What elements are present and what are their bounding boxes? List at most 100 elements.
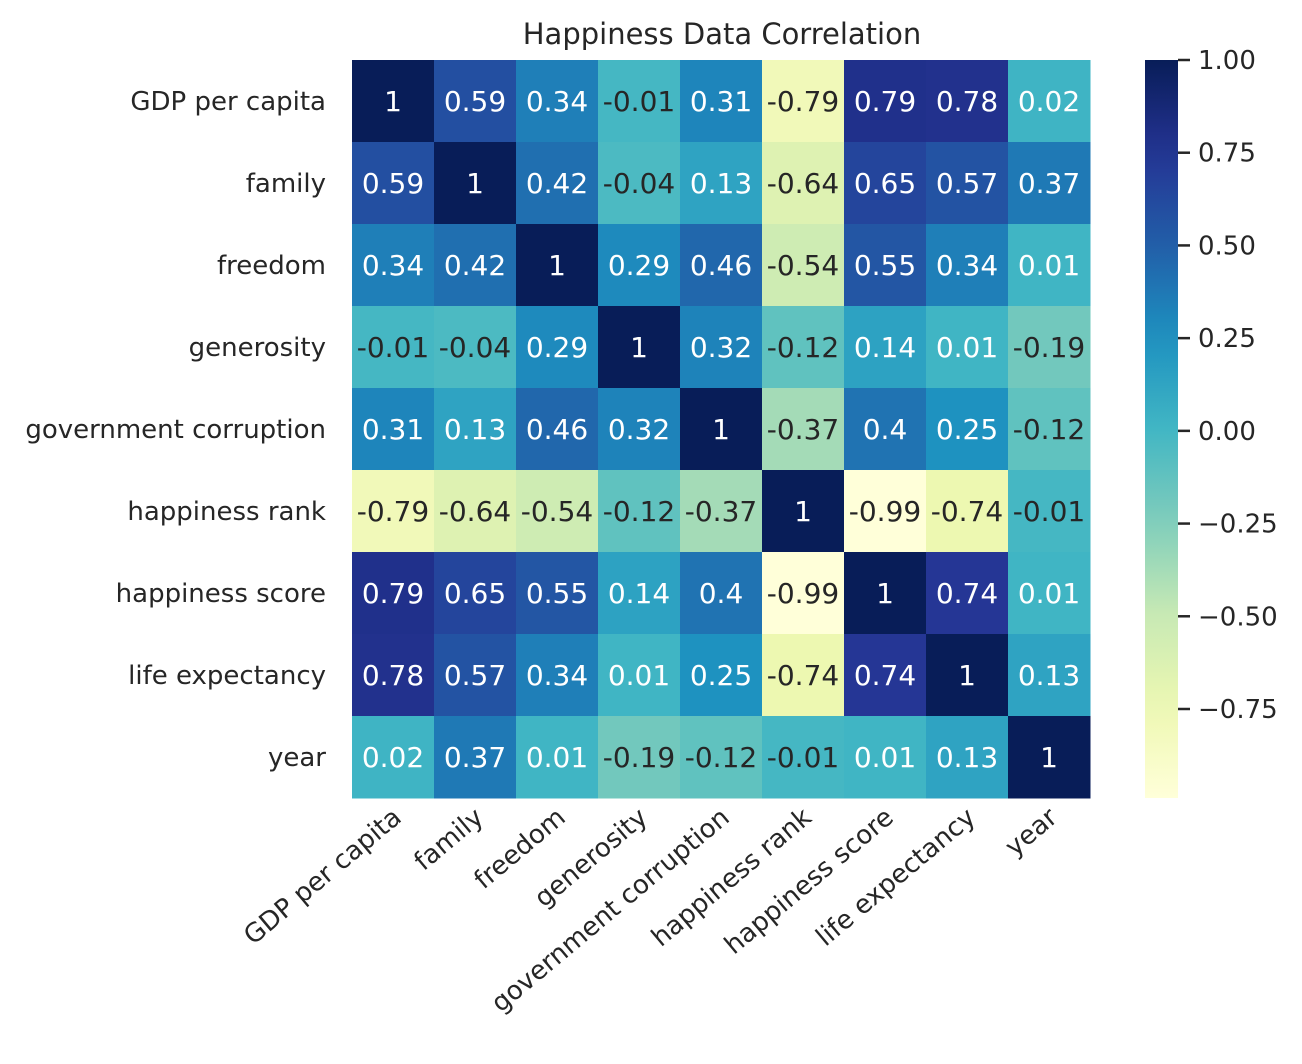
cell-value-label: 0.29	[526, 331, 588, 364]
cell-value-label: 1	[384, 85, 402, 118]
heatmap-cell	[352, 306, 435, 389]
cell-value-label: 0.13	[690, 167, 752, 200]
row-labels: GDP per capita family freedom generosity gov…	[25, 87, 326, 773]
cell-value-label: -0.19	[1013, 331, 1085, 364]
cell-value-label: 0.02	[1018, 85, 1080, 118]
colorbar: 1.00 0.75 0.50 0.25 0.00 −0.25 −0.50 −0.75	[1145, 46, 1278, 798]
heatmap-cell	[516, 224, 599, 307]
cell-value-label: 0.4	[699, 577, 744, 610]
cell-value-label: 1	[466, 167, 484, 200]
heatmap-cell	[762, 470, 845, 553]
heatmap-cell	[680, 142, 763, 225]
cell-value-label: -0.37	[767, 413, 839, 446]
column-labels: GDP per capita familyfreedomgenerositygov…	[238, 802, 1063, 1018]
colorbar-tick-label: −0.50	[1198, 602, 1278, 632]
heatmap-cell	[680, 470, 763, 553]
cell-value-label: 1	[876, 577, 894, 610]
heatmap-cells: 1 0.59 0.34 -0.01 0.31 -0.79 0.79 0.78 0.02 0.59 1…	[352, 60, 1091, 799]
heatmap-cell	[434, 306, 517, 389]
column-tick-label: year	[1000, 802, 1064, 862]
heatmap-cell	[598, 716, 681, 799]
heatmap-cell	[352, 142, 435, 225]
heatmap-cell	[516, 470, 599, 553]
heatmap-cell	[926, 60, 1009, 143]
cell-value-label: 0.02	[362, 741, 424, 774]
cell-value-label: 0.32	[690, 331, 752, 364]
heatmap-cell	[434, 470, 517, 553]
heatmap-cell	[844, 60, 927, 143]
heatmap-cell	[1008, 142, 1091, 225]
heatmap-cell	[680, 552, 763, 635]
heatmap-cell	[352, 470, 435, 553]
heatmap-cell	[844, 224, 927, 307]
heatmap-cell	[680, 716, 763, 799]
heatmap-cell	[762, 142, 845, 225]
heatmap-cell	[926, 552, 1009, 635]
heatmap-cell	[516, 142, 599, 225]
cell-value-label: 0.31	[690, 85, 752, 118]
heatmap-cell	[762, 60, 845, 143]
cell-value-label: 0.42	[526, 167, 588, 200]
heatmap-cell	[598, 470, 681, 553]
cell-value-label: -0.54	[767, 249, 839, 282]
cell-value-label: -0.19	[603, 741, 675, 774]
heatmap-cell	[352, 716, 435, 799]
colorbar-tick-label: 0.75	[1198, 139, 1256, 169]
heatmap-cell	[926, 142, 1009, 225]
heatmap-cell	[762, 306, 845, 389]
cell-value-label: 0.37	[1018, 167, 1080, 200]
heatmap-cell	[598, 634, 681, 717]
cell-value-label: -0.04	[439, 331, 511, 364]
cell-value-label: 0.01	[1018, 577, 1080, 610]
heatmap-cell	[434, 716, 517, 799]
heatmap-cell	[926, 470, 1009, 553]
heatmap-cell	[762, 634, 845, 717]
heatmap-cell	[844, 634, 927, 717]
heatmap-cell	[434, 60, 517, 143]
cell-value-label: 1	[794, 495, 812, 528]
cell-value-label: 0.13	[444, 413, 506, 446]
heatmap-cell	[1008, 552, 1091, 635]
heatmap-cell	[434, 142, 517, 225]
heatmap-cell	[844, 306, 927, 389]
cell-value-label: 0.79	[362, 577, 424, 610]
cell-value-label: 0.32	[608, 413, 670, 446]
heatmap-cell	[1008, 306, 1091, 389]
heatmap-cell	[516, 306, 599, 389]
colorbar-gradient	[1145, 60, 1178, 798]
cell-value-label: -0.37	[685, 495, 757, 528]
heatmap-cell	[762, 388, 845, 471]
cell-value-label: 0.59	[444, 85, 506, 118]
heatmap-cell	[926, 388, 1009, 471]
heatmap-cell	[598, 142, 681, 225]
heatmap-cell	[1008, 716, 1091, 799]
cell-value-label: 1	[548, 249, 566, 282]
row-tick-label: freedom	[217, 251, 326, 281]
cell-value-label: 0.34	[936, 249, 998, 282]
colorbar-tick-label: −0.25	[1198, 510, 1278, 540]
cell-value-label: -0.04	[603, 167, 675, 200]
cell-value-label: 0.01	[936, 331, 998, 364]
cell-value-label: -0.74	[931, 495, 1003, 528]
heatmap-cell	[762, 552, 845, 635]
heatmap-cell	[598, 306, 681, 389]
heatmap-cell	[680, 60, 763, 143]
heatmap-cell	[516, 716, 599, 799]
colorbar-tick-label: 0.25	[1198, 324, 1256, 354]
heatmap-cell	[352, 60, 435, 143]
heatmap-cell	[598, 224, 681, 307]
row-tick-label: year	[268, 743, 326, 773]
cell-value-label: 0.65	[854, 167, 916, 200]
row-tick-label: GDP per capita	[130, 87, 326, 117]
cell-value-label: 1	[630, 331, 648, 364]
heatmap-cell	[352, 552, 435, 635]
heatmap-cell	[434, 634, 517, 717]
row-tick-label: government corruption	[25, 415, 326, 445]
heatmap-cell	[516, 60, 599, 143]
heatmap-cell	[434, 388, 517, 471]
cell-value-label: 0.14	[854, 331, 916, 364]
cell-value-label: 0.29	[608, 249, 670, 282]
cell-value-label: 0.55	[526, 577, 588, 610]
row-tick-label: happiness score	[116, 579, 326, 609]
cell-value-label: -0.01	[603, 85, 675, 118]
